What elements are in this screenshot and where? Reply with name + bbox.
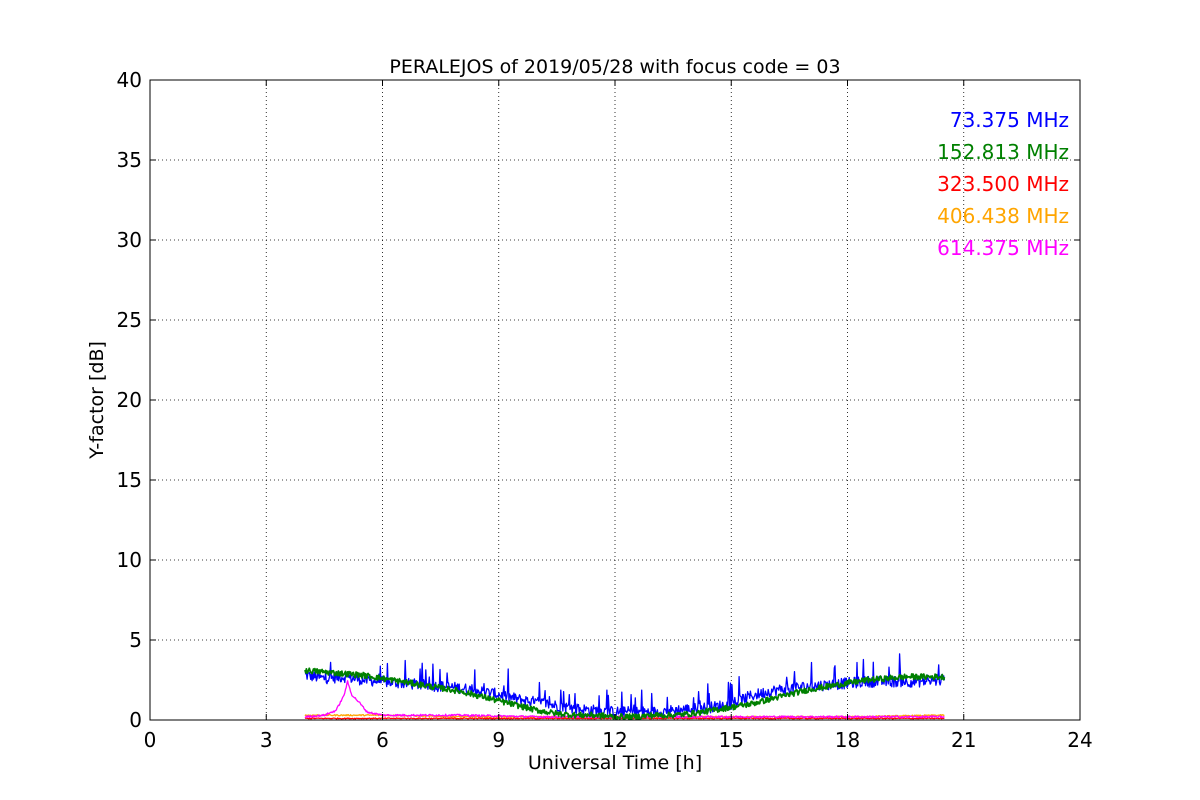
legend: 73.375 MHz 152.813 MHz 323.500 MHz 406.438 …	[937, 108, 1069, 260]
y-tick-label: 25	[117, 308, 142, 332]
x-tick-label: 21	[951, 728, 976, 752]
legend-entry-4: 614.375 MHz	[937, 236, 1069, 260]
y-tick-label: 0	[129, 708, 142, 732]
legend-entry-3: 406.438 MHz	[937, 204, 1069, 228]
x-tick-label: 9	[492, 728, 505, 752]
y-tick-label: 20	[117, 388, 142, 412]
x-tick-label: 15	[719, 728, 744, 752]
legend-entry-2: 323.500 MHz	[937, 172, 1069, 196]
y-tick-label: 40	[117, 68, 142, 92]
y-tick-label: 5	[129, 628, 142, 652]
x-axis-label: Universal Time [h]	[528, 752, 702, 774]
y-tick-label: 15	[117, 468, 142, 492]
y-axis-label: Y-factor [dB]	[86, 341, 108, 460]
y-tick-label: 35	[117, 148, 142, 172]
grid-lines	[150, 80, 1080, 720]
tick-layer: 0 3 6 9 12 15 18 21 24 0 5 10 15 20 25 30 35 40	[117, 68, 1093, 752]
x-tick-label: 3	[260, 728, 273, 752]
y-tick-label: 10	[117, 548, 142, 572]
x-tick-label: 18	[835, 728, 860, 752]
x-tick-label: 24	[1067, 728, 1092, 752]
legend-entry-0: 73.375 MHz	[950, 108, 1069, 132]
y-tick-label: 30	[117, 228, 142, 252]
x-tick-label: 0	[144, 728, 157, 752]
chart-title: PERALEJOS of 2019/05/28 with focus code …	[389, 56, 840, 78]
x-tick-label: 12	[602, 728, 627, 752]
legend-entry-1: 152.813 MHz	[937, 140, 1069, 164]
series-line-0	[304, 653, 946, 719]
x-tick-label: 6	[376, 728, 389, 752]
